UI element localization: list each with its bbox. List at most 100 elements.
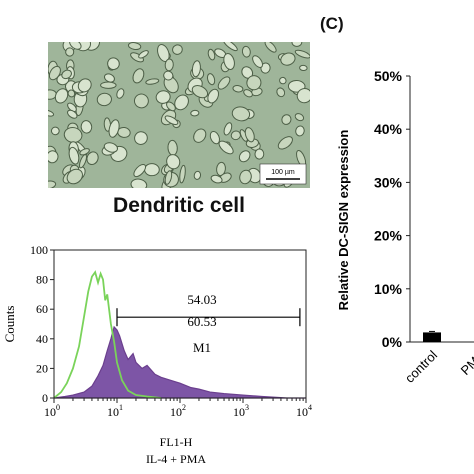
bar-y-tick-label: 20% — [374, 228, 403, 244]
histogram-y-label: Counts — [2, 306, 17, 343]
micrograph-cell — [166, 101, 176, 112]
bar-y-tick-label: 10% — [374, 281, 403, 297]
micrograph-cell — [277, 136, 293, 150]
micrograph-cell — [279, 76, 287, 85]
micrograph-cell — [164, 58, 174, 72]
histogram-x-tick-label: 102 — [170, 403, 186, 419]
histogram-y-tick-label: 0 — [42, 391, 48, 405]
micrograph-cell — [80, 120, 93, 134]
micrograph-title: Dendritic cell — [113, 194, 245, 217]
micrograph-cell — [223, 53, 235, 70]
micrograph-cell — [244, 127, 255, 143]
histogram-annotation-2: 60.53 — [187, 314, 216, 329]
micrograph-cell — [218, 140, 234, 155]
micrograph-cell — [79, 154, 87, 169]
micrograph-cell — [223, 42, 238, 52]
micrograph-cell — [48, 65, 61, 81]
micrograph-cell — [217, 76, 231, 90]
micrograph-cell — [103, 73, 115, 83]
micrograph-cell — [223, 122, 233, 136]
micrograph-cell — [48, 150, 59, 164]
panel-c-label: (C) — [320, 14, 344, 33]
micrograph-cell — [96, 92, 112, 107]
micrograph-cell — [190, 109, 200, 117]
micrograph-cell — [210, 174, 223, 184]
micrograph-cell — [206, 73, 216, 86]
micrograph-cell — [100, 81, 117, 89]
micrograph-cell — [294, 113, 305, 122]
histogram-y-tick-label: 40 — [36, 332, 48, 346]
histogram-x-tick-label: 101 — [107, 403, 123, 419]
micrograph-cell — [276, 87, 286, 98]
micrograph-cell — [254, 148, 265, 160]
micrograph-cell — [193, 128, 207, 143]
micrograph-cell — [191, 85, 209, 99]
micrograph-cell — [207, 88, 220, 104]
bar-x-categories: control PMA — [402, 347, 474, 385]
histogram-marker-label: M1 — [193, 340, 211, 355]
micrograph-cell — [48, 109, 55, 117]
bar-series — [423, 330, 441, 342]
micrograph-cell — [48, 180, 57, 188]
micrograph-cell — [69, 42, 82, 50]
histogram-x-tick-label: 100 — [44, 403, 60, 419]
micrograph-cell — [65, 47, 75, 57]
micrograph-cell — [164, 115, 179, 125]
micrograph-cell — [155, 90, 171, 104]
micrograph-cell — [231, 106, 251, 122]
micrograph-cell — [179, 164, 186, 184]
micrograph-cell — [107, 57, 120, 71]
micrograph-cell — [216, 161, 226, 177]
micrograph-cell — [299, 64, 308, 72]
micrograph-cell — [238, 150, 251, 163]
micrograph-cell — [134, 131, 148, 145]
micrograph-cell — [67, 109, 78, 119]
micrograph-cell — [77, 78, 92, 93]
micrograph-cell — [86, 151, 99, 166]
histogram-y-axis: 0 20 40 60 80 100 — [30, 243, 54, 405]
micrograph-cell — [163, 70, 174, 81]
micrograph-cell — [281, 114, 292, 125]
bar-y-tick-label: 40% — [374, 121, 403, 137]
micrograph-cell — [79, 148, 90, 156]
micrograph-cell — [193, 170, 202, 180]
bar-y-label: Relative DC-SIGN expression — [336, 130, 351, 311]
histogram-series-outline — [53, 270, 162, 399]
micrograph-cell — [291, 42, 303, 47]
micrograph-cell — [138, 50, 149, 59]
micrograph-cell — [174, 94, 189, 111]
bar-y-tick-label: 30% — [374, 174, 403, 190]
histogram-x-axis: 100 101 102 103 104 — [44, 398, 312, 419]
micrograph-cell — [207, 48, 216, 61]
histogram-m1-marker — [116, 308, 301, 327]
histogram-sublabel: IL-4 + PMA — [146, 452, 206, 466]
bar-y-tick-label: 50% — [374, 68, 403, 84]
micrograph-cell — [54, 88, 69, 104]
micrograph-cell — [295, 125, 305, 137]
micrograph-cell — [243, 89, 253, 98]
micrograph-cell — [50, 126, 60, 136]
histogram-x-tick-label: 103 — [233, 403, 249, 419]
bar — [423, 332, 441, 342]
histogram-y-tick-label: 20 — [36, 361, 48, 375]
micrograph-cell — [294, 49, 310, 59]
micrograph-cell — [103, 142, 119, 153]
micrograph-cell — [232, 84, 244, 93]
micrograph-cell — [209, 130, 220, 145]
micrograph-cell — [241, 45, 251, 58]
micrograph-cell — [296, 88, 310, 104]
micrograph-cell — [166, 154, 181, 170]
micrograph-cell — [164, 170, 173, 185]
micrograph-cell — [145, 78, 160, 85]
micrograph-cell — [191, 60, 201, 78]
micrograph-cell — [133, 163, 147, 178]
flow-histogram: 0 20 40 60 80 100 100 101 102 103 104 54.03 60.53… — [2, 243, 312, 466]
scale-bar-label: 100 µm — [271, 169, 295, 176]
micrograph-cell — [116, 88, 125, 99]
histogram-series — [53, 270, 306, 399]
micrograph-cell — [252, 55, 264, 68]
micrograph-cell — [132, 68, 145, 84]
micrograph-cell — [108, 119, 120, 138]
micrograph-cell — [264, 42, 277, 53]
histogram-series-filled — [53, 325, 306, 399]
